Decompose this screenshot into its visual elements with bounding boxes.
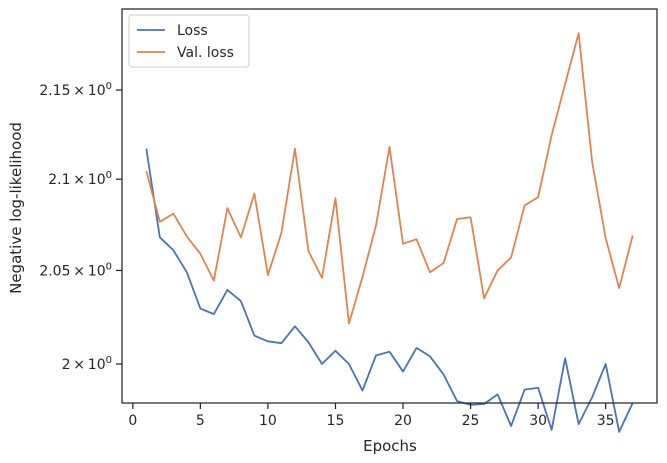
x-tick-label: 0	[128, 413, 137, 429]
legend-box	[128, 14, 250, 68]
y-tick-label: 2 × 100	[62, 355, 112, 373]
x-tick-label: 20	[394, 413, 412, 429]
x-axis: 0 5 10 15 20 25 30 35	[128, 403, 615, 429]
plot-frame	[121, 8, 658, 404]
x-axis-label: Epochs	[363, 437, 417, 455]
x-tick-label: 10	[259, 413, 277, 429]
y-axis-label: Negative log-likelihood	[7, 122, 25, 294]
x-tick-label: 35	[597, 413, 615, 429]
x-tick-label: 15	[327, 413, 345, 429]
x-tick-label: 5	[196, 413, 205, 429]
series-line-loss	[145, 148, 634, 433]
series-line-val-loss	[145, 32, 634, 325]
legend-label: Val. loss	[177, 45, 234, 61]
x-tick-label: 30	[529, 413, 547, 429]
y-tick-label: 2.15 × 100	[39, 81, 112, 99]
legend: Loss Val. loss	[128, 14, 250, 68]
y-tick-label: 2.1 × 100	[48, 170, 112, 188]
y-axis: 2 × 100 2.05 × 100 2.1 × 100 2.15 × 100	[39, 81, 122, 373]
y-tick-label: 2.05 × 100	[39, 261, 112, 279]
legend-label: Loss	[177, 23, 208, 39]
plot-area	[145, 32, 634, 433]
x-tick-label: 25	[462, 413, 480, 429]
